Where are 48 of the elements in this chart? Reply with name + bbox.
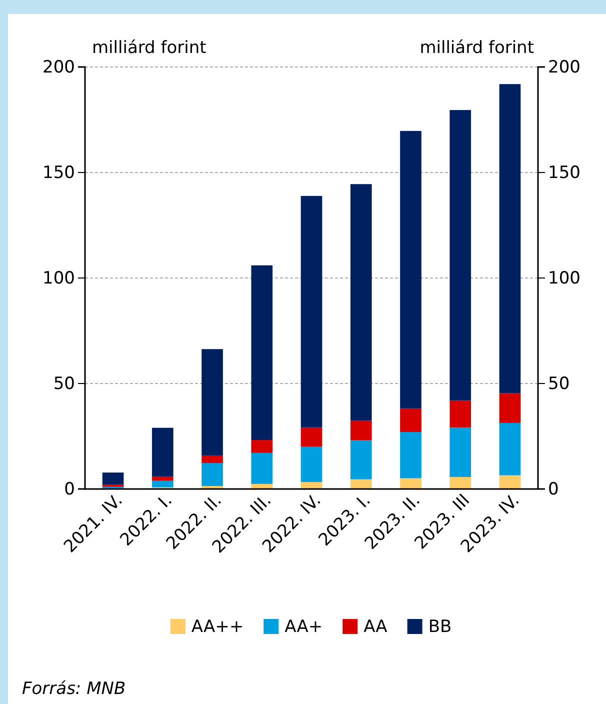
y-tick-label: 0 [64,479,75,500]
bar [400,478,422,489]
bar [350,440,372,480]
bar [450,400,472,428]
bar [499,422,521,476]
bar [350,420,372,440]
bar [102,472,124,485]
legend-label: AA+ [284,617,323,637]
bar [499,475,521,489]
y2-tick-label: 0 [548,479,559,500]
bar [400,130,422,408]
bar [300,196,322,428]
y2-axis-title: milliárd forint [420,38,534,58]
bar [450,110,472,400]
bar [450,427,472,477]
bar [202,349,223,456]
bar [152,480,174,488]
bar [251,265,273,440]
text: Forrás: MNB [22,679,126,699]
y-tick-label: 50 [53,374,75,394]
y2-tick-label: 100 [548,268,580,288]
bar [400,432,422,478]
bar [400,408,422,432]
bar [499,84,521,394]
y2-tick-label: 200 [548,57,580,78]
y-tick-label: 150 [42,162,75,183]
bar [152,476,174,481]
bar [202,463,223,486]
bar [499,393,521,423]
bar [300,482,322,489]
bar [300,427,322,447]
y2-tick-label: 50 [548,374,570,394]
bar [152,428,174,477]
bar [450,476,472,489]
legend-label: AA [364,617,388,637]
bar [251,440,273,453]
bar [350,184,372,421]
bar [350,479,372,489]
y2-tick-label: 150 [548,162,580,183]
y-axis-title: milliárd forint [92,38,207,58]
bar [251,484,273,489]
bar [300,446,322,482]
legend-label: AA++ [191,617,244,637]
y-tick-label: 200 [42,57,75,78]
bar [202,455,223,464]
legend-label: BB [428,617,452,637]
y-tick-label: 100 [42,268,75,288]
bar [251,452,273,484]
